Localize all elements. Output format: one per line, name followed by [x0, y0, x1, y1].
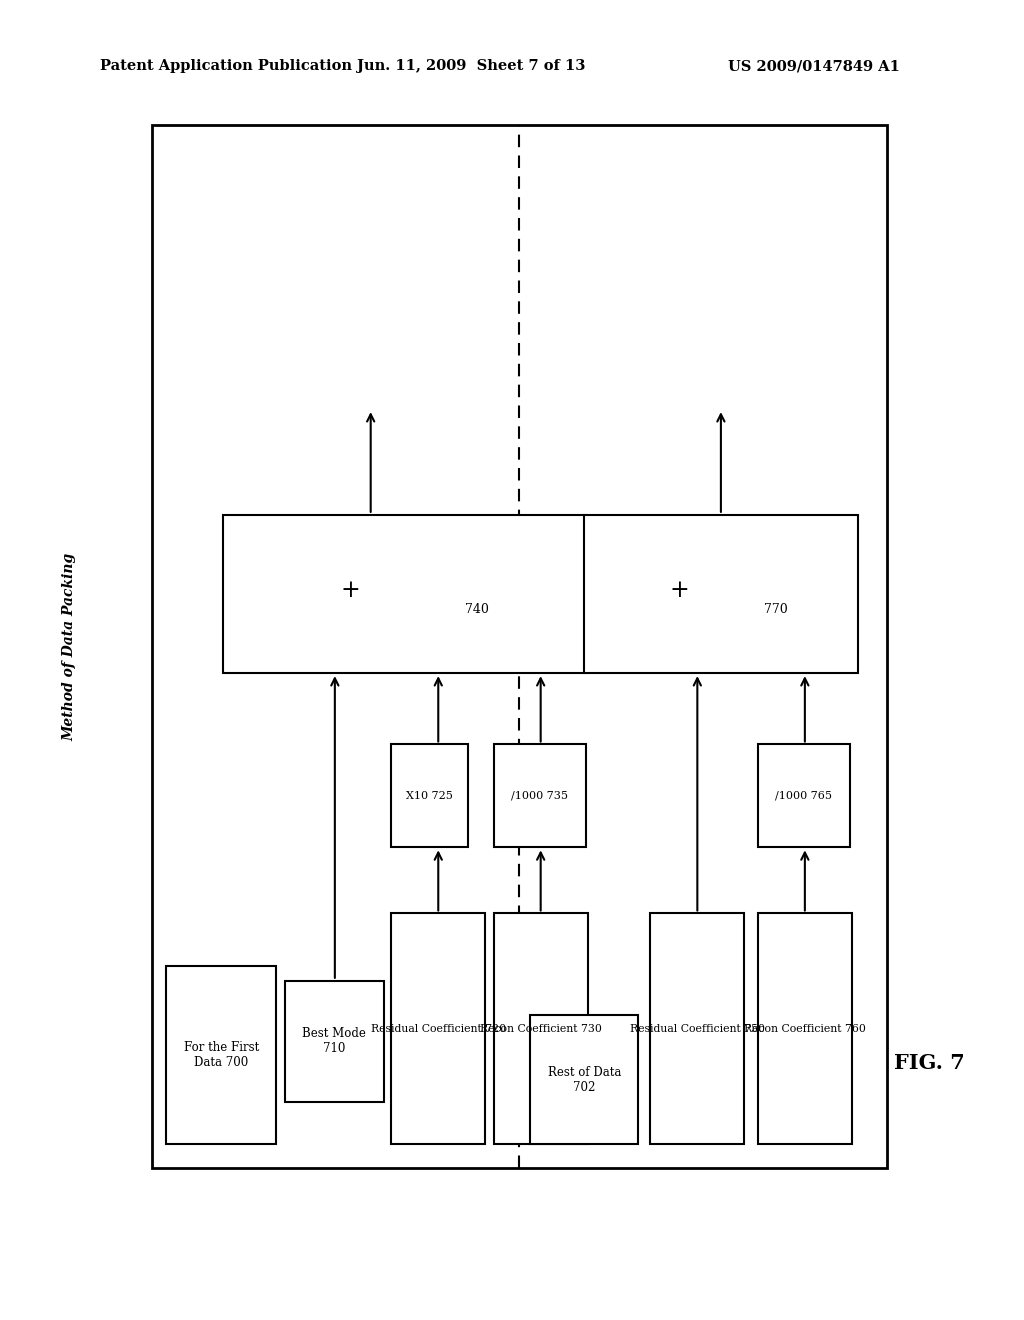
Bar [494, 913, 588, 1144]
Text: 740: 740 [465, 603, 488, 616]
Text: /1000 765: /1000 765 [775, 791, 833, 801]
Text: Best Mode
710: Best Mode 710 [302, 1027, 367, 1056]
Text: For the First
Data 700: For the First Data 700 [183, 1041, 259, 1069]
Text: +: + [340, 579, 360, 602]
Bar [758, 913, 852, 1144]
Bar [152, 125, 887, 1168]
Bar [494, 744, 586, 847]
Text: Residual Coefficient 720: Residual Coefficient 720 [371, 1024, 506, 1034]
Bar [391, 744, 468, 847]
Bar [285, 981, 384, 1102]
Text: 770: 770 [764, 603, 787, 616]
Text: Rest of Data
702: Rest of Data 702 [548, 1065, 621, 1094]
Text: Jun. 11, 2009  Sheet 7 of 13: Jun. 11, 2009 Sheet 7 of 13 [356, 59, 586, 74]
Bar [530, 1015, 638, 1144]
Bar [584, 515, 858, 673]
Text: FIG. 7: FIG. 7 [894, 1052, 966, 1073]
Text: Recon Coefficient 760: Recon Coefficient 760 [743, 1024, 866, 1034]
Text: Residual Coefficient 750: Residual Coefficient 750 [630, 1024, 765, 1034]
Text: Patent Application Publication: Patent Application Publication [100, 59, 352, 74]
Bar [166, 966, 276, 1144]
Bar [391, 913, 485, 1144]
Bar [650, 913, 744, 1144]
Text: Recon Coefficient 730: Recon Coefficient 730 [479, 1024, 602, 1034]
Text: US 2009/0147849 A1: US 2009/0147849 A1 [728, 59, 900, 74]
Text: Method of Data Packing: Method of Data Packing [62, 553, 77, 741]
Text: +: + [670, 579, 689, 602]
Text: /1000 735: /1000 735 [511, 791, 568, 801]
Bar [758, 744, 850, 847]
Text: X10 725: X10 725 [407, 791, 453, 801]
Bar [223, 515, 586, 673]
